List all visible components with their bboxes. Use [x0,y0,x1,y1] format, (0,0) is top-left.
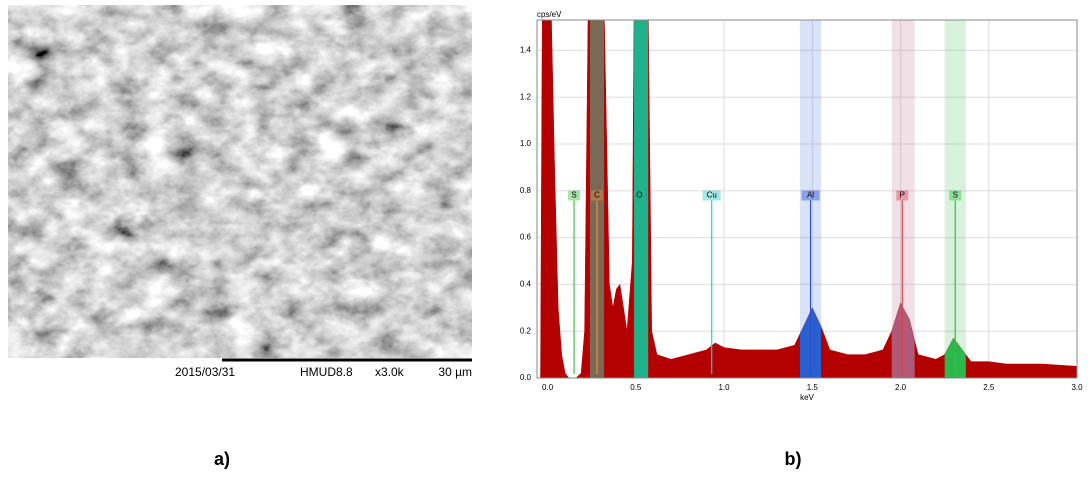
element-band [944,20,966,378]
peak-fill [589,20,605,378]
marker-box [591,190,603,201]
marker-label: S [953,191,958,200]
plot-area [536,19,1078,379]
x-tick-label: 0.5 [630,383,642,392]
marker-label: Cu [707,191,717,200]
marker-label: O [636,191,642,200]
y-tick-label: 0.0 [520,373,532,382]
marker-box [568,190,581,201]
x-tick-label: 1.0 [718,383,730,392]
marker-box [949,190,962,201]
scale: 30 µm [438,365,472,379]
x-tick-label: 2.5 [983,383,995,392]
peak-fill [634,20,649,378]
y-axis-label: cps/eV [537,10,562,19]
y-tick-label: 0.4 [520,280,532,289]
x-tick-label: 3.0 [1071,383,1083,392]
marker-label: Al [807,191,814,200]
panel-label: a) [214,449,230,469]
plot-clip: S C O Cu Al P S [540,20,1077,378]
y-tick-label: 1.2 [520,92,532,101]
marker-box [801,190,820,201]
y-tick-label: 0.8 [520,186,532,195]
marker-label: C [594,191,600,200]
marker-box [896,190,909,201]
panel-label: b) [785,449,802,469]
element-band [799,20,822,378]
marker-label: S [571,191,576,200]
x-tick-label: 2.0 [895,383,907,392]
date: 2015/03/31 [175,365,235,379]
x-axis-label: keV [800,393,814,402]
y-tick-label: 0.6 [520,233,532,242]
element-band [891,20,915,378]
plot-frame [536,19,1078,379]
y-tick-label: 1.4 [520,46,532,55]
x-tick-label: 1.5 [807,383,819,392]
y-tick-label: 0.2 [520,326,532,335]
marker-label: P [900,191,905,200]
marker-box [702,190,721,201]
marker-box [633,190,646,201]
mode: HMUD8.8 [300,365,353,379]
y-tick-label: 1.0 [520,139,532,148]
magnification: x3.0k [375,365,405,379]
sem-image [8,5,472,358]
plot: 0.0 0.2 0.4 0.6 0.8 1.0 1.2 1.4 0.0 0.5 1.0 1.5 2.0 2… [520,19,1083,392]
x-tick-label: 0.0 [542,383,554,392]
